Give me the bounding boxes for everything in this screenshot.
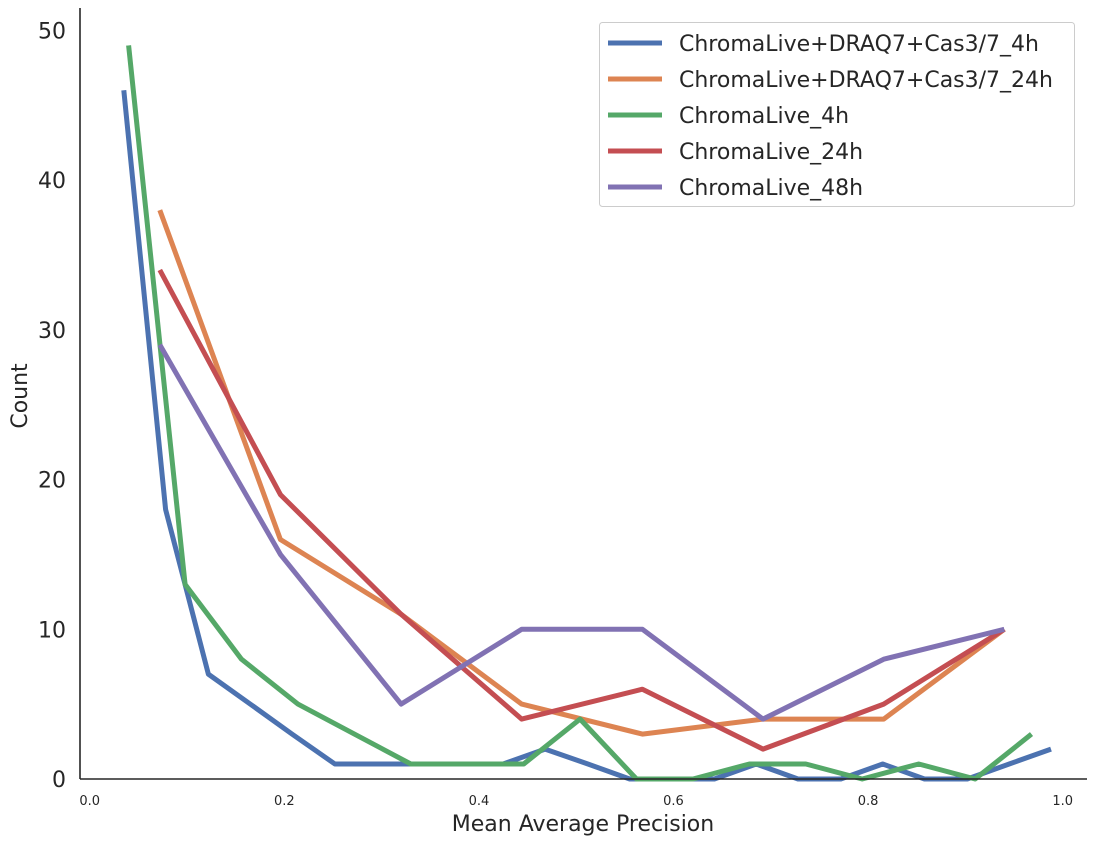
y-tick-label: 20	[38, 469, 66, 494]
y-tick-label: 10	[38, 618, 66, 643]
x-tick-labels: 0.0 0.2 0.4 0.6 0.8 1.0	[79, 794, 1073, 809]
legend-label: ChromaLive_4h	[679, 104, 849, 129]
y-tick-labels: 0 10 20 30 40 50	[38, 19, 66, 793]
x-axis-title: Mean Average Precision	[452, 812, 714, 837]
legend-label: ChromaLive+DRAQ7+Cas3/7_24h	[679, 68, 1053, 93]
series-line-2	[157, 209, 1006, 737]
y-tick-label: 40	[38, 169, 66, 194]
y-tick-label: 0	[52, 768, 66, 793]
series-line-4	[157, 268, 1006, 752]
legend: ChromaLive+DRAQ7+Cas3/7_4h ChromaLive+DRA…	[599, 22, 1075, 207]
x-tick-label: 0.2	[274, 794, 295, 809]
legend-frame	[599, 22, 1075, 207]
y-tick-label: 30	[38, 319, 66, 344]
series-line-5	[157, 343, 1005, 722]
plot-lines	[121, 45, 1052, 782]
x-tick-label: 0.6	[663, 794, 684, 809]
legend-label: ChromaLive+DRAQ7+Cas3/7_4h	[679, 32, 1039, 57]
x-tick-label: 0.8	[858, 794, 879, 809]
x-tick-label: 1.0	[1052, 794, 1073, 809]
x-tick-label: 0.0	[79, 794, 100, 809]
legend-items: ChromaLive+DRAQ7+Cas3/7_4h ChromaLive+DRA…	[608, 32, 1053, 201]
x-tick-label: 0.4	[469, 794, 490, 809]
legend-label: ChromaLive_48h	[679, 176, 863, 201]
legend-label: ChromaLive_24h	[679, 140, 863, 165]
y-tick-label: 50	[38, 19, 66, 44]
y-axis-title: Count	[8, 363, 33, 429]
series-line-3	[126, 45, 1034, 782]
